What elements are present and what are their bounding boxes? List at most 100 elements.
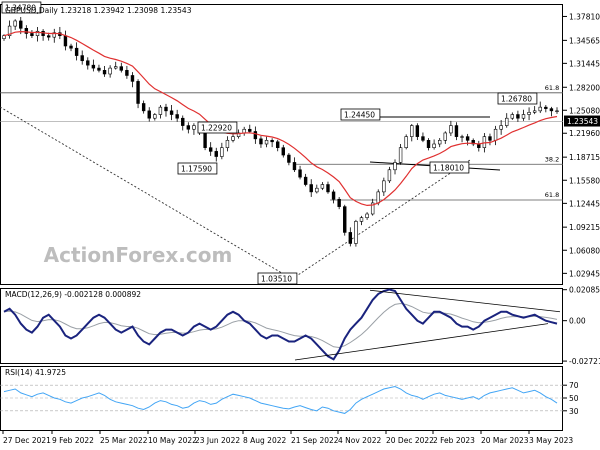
candle-body (208, 147, 213, 152)
candle-body (516, 114, 520, 119)
candle-body (303, 176, 308, 185)
candle-body (192, 125, 196, 130)
candle-body (102, 70, 107, 75)
price-tick-label: 1.31445 (569, 59, 600, 68)
candle-body (410, 125, 414, 137)
candle-body (214, 151, 218, 157)
candle-body (248, 128, 252, 132)
candle-body (337, 198, 341, 207)
candle-body (454, 125, 459, 137)
rsi-tick-label: 50 (569, 394, 579, 403)
price-annotation-box (197, 121, 238, 134)
x-tick-label: 2 Feb 2023 (433, 436, 475, 445)
candle-body (80, 55, 84, 62)
price-tick-label: 1.12445 (569, 199, 600, 208)
current-price-tag (564, 115, 600, 127)
candle-body (488, 136, 492, 141)
x-tick-label: 20 Mar 2023 (481, 436, 529, 445)
price-annotation-label: 1.03510 (261, 275, 292, 284)
candle-body (493, 128, 498, 141)
candle-body (510, 114, 515, 119)
candle-body (13, 20, 17, 27)
fib-label-38-2: 38.2 (545, 155, 559, 163)
candle-body (376, 191, 380, 204)
candle-body (549, 108, 554, 112)
price-annotation-label: 1.22920 (201, 124, 232, 133)
x-tick-label: 4 Nov 2022 (338, 436, 381, 445)
candle-body (331, 191, 336, 200)
candle-body (421, 136, 425, 141)
price-annotation-box (177, 162, 218, 175)
ema-line (3, 30, 558, 207)
x-tick-label: 3 May 2023 (529, 436, 573, 445)
candle-body (471, 140, 475, 145)
candle-body (125, 70, 129, 76)
candle-body (136, 81, 140, 104)
candle-body (203, 131, 207, 148)
candle-body (270, 140, 274, 143)
candle-body (404, 136, 408, 148)
candle-body (287, 154, 291, 163)
candle-body (460, 136, 464, 138)
price-tick-label: 1.34565 (569, 36, 600, 45)
x-tick-label: 25 Mar 2022 (100, 436, 148, 445)
candle-body (365, 213, 369, 218)
candle-body (130, 75, 135, 82)
rsi-title: RSI(14) 41.9725 (5, 368, 66, 377)
candle-body (225, 140, 230, 148)
pane-border-1 (0, 4, 563, 285)
candle-body (253, 131, 258, 140)
candle-body (443, 132, 447, 141)
macd-signal-line (3, 302, 558, 349)
x-tick-label: 20 Dec 2022 (386, 436, 434, 445)
candle-body (432, 143, 436, 148)
x-tick-label: 23 Jun 2022 (195, 436, 240, 445)
pane-border-2 (0, 288, 563, 364)
price-annotation-box (340, 108, 381, 121)
candle-body (292, 162, 297, 171)
candle-body (309, 184, 313, 193)
fib-label-61-8-lower: 61.8 (545, 191, 559, 199)
fib-label-61-8-upper: 61.8 (545, 84, 559, 92)
candle-body (181, 117, 185, 126)
price-title: GBPUSD,Daily 1.23218 1.23942 1.23098 1.2… (5, 6, 192, 15)
price-annotation-box (257, 272, 298, 285)
candle-body (387, 169, 392, 182)
candle-body (30, 33, 34, 36)
macd-tick-label: 0.020858 (569, 286, 600, 295)
candle-body (220, 147, 224, 157)
candle-body (482, 136, 487, 148)
candle-body (449, 125, 453, 134)
x-tick-label: 8 Aug 2022 (243, 436, 286, 445)
candle-body (505, 117, 509, 126)
candle-body (231, 136, 235, 141)
rsi-line (3, 385, 558, 414)
candle-body (521, 114, 526, 119)
dotted-trendline-down (0, 106, 293, 280)
candle-body (343, 206, 347, 233)
candle-body (532, 110, 537, 113)
price-annotation-label: 1.18010 (433, 164, 464, 173)
candle-body (35, 30, 40, 36)
candle-body (259, 138, 263, 145)
x-tick-label: 21 Sep 2022 (291, 436, 339, 445)
x-tick-label: 9 Feb 2022 (52, 436, 94, 445)
candle-body (544, 106, 548, 109)
price-tick-label: 1.28200 (569, 83, 600, 92)
candle-body (326, 184, 330, 193)
candle-body (114, 66, 118, 69)
candle-body (348, 232, 353, 244)
candle-body (69, 45, 73, 49)
candle-body (169, 110, 174, 115)
candle-body (186, 125, 191, 130)
candle-body (555, 110, 559, 112)
pane-border-3 (0, 366, 563, 431)
candle-body (393, 162, 397, 171)
candle-body (141, 103, 146, 112)
candle-body (164, 106, 168, 112)
macd-tick-label: -0.027213 (569, 357, 600, 366)
candle-body (426, 140, 431, 148)
x-tick-label: 10 May 2022 (148, 436, 197, 445)
candle-body (437, 140, 442, 145)
